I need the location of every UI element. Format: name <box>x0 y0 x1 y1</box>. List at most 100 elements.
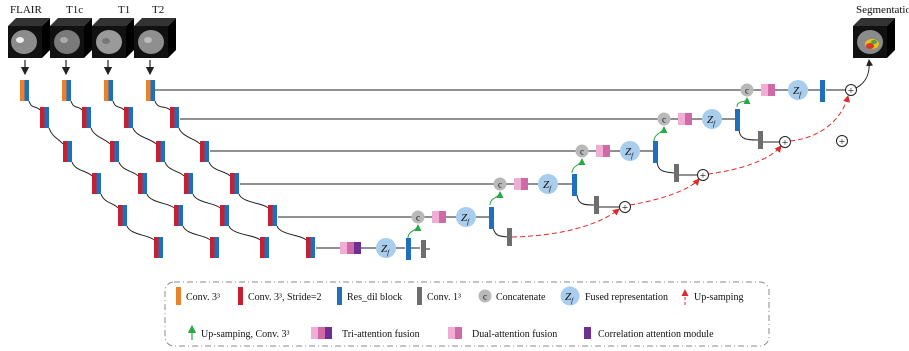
conv-block-level1-col0 <box>40 107 49 128</box>
legend-swatch-dual-1 <box>455 327 462 339</box>
add-node-4 <box>845 84 857 96</box>
side-path-2 <box>656 161 675 174</box>
res-dil-decoder-3 <box>735 109 740 131</box>
legend-label-res-dil: Res_dil block <box>347 292 402 303</box>
fused-rep-bottom-label: Zf <box>381 243 390 257</box>
legend-label-upconv: Up-samping, Conv. 3³ <box>201 329 289 340</box>
legend-concat-glyph: c <box>483 292 487 302</box>
legend-swatch-dual-0 <box>448 327 455 339</box>
dual-attention-fusion-3 <box>678 113 692 125</box>
dual-attention-fusion-0 <box>432 211 446 223</box>
downsample-arrow-l4-c1 <box>146 193 175 209</box>
add-node-4-label: + <box>848 85 854 97</box>
conv-block-level4-col0 <box>118 205 127 226</box>
upconv-arrow-2 <box>571 158 586 174</box>
legend-label-corr: Correlation attention module <box>598 329 714 340</box>
add-node-1 <box>697 169 709 181</box>
legend-swatch-tri-0 <box>311 327 318 339</box>
upsample-dashed-2 <box>707 145 782 175</box>
output-segmentation-cube <box>853 18 895 58</box>
upsample-dashed-1 <box>629 178 700 206</box>
side-path-0 <box>492 226 508 238</box>
conv1-side-2 <box>674 164 679 182</box>
dual-attention-fusion-1 <box>514 178 528 190</box>
conv-block-level5-col3 <box>306 237 315 258</box>
conv-block-level4-col1 <box>174 205 183 226</box>
concatenate-node-2-label: c <box>580 147 584 157</box>
res-dil-decoder-1 <box>572 174 577 196</box>
conv-block-level2-col2 <box>156 141 165 162</box>
res-dil-decoder-0 <box>489 207 494 229</box>
legend-swatch-tri-1 <box>318 327 325 339</box>
upsample-dashed-0 <box>511 208 620 238</box>
downsample-arrow-l5-c0 <box>126 225 155 241</box>
fused-rep-0 <box>456 207 476 227</box>
modality-label-flair: FLAIR <box>10 4 42 16</box>
modality-label-t1c: T1c <box>66 4 83 16</box>
tri-attention-fusion-bottom <box>340 242 361 254</box>
conv-block-level4-col2 <box>220 205 229 226</box>
legend-swatch-conv-stride <box>238 287 243 305</box>
res-dil-decoder-4 <box>820 80 825 102</box>
conv-block-level5-col0 <box>154 237 163 258</box>
fused-rep-bottom <box>376 238 396 258</box>
upconv-arrow-1 <box>489 191 504 206</box>
conv-block-level2-col0 <box>63 141 72 162</box>
upconv-arrow-3 <box>653 126 668 142</box>
legend-swatch-tri-2 <box>325 327 332 339</box>
downsample-arrow-l1-c0 <box>28 100 41 111</box>
segmentation-label: Segmentation <box>856 4 909 16</box>
dual-attention-fusion-2 <box>596 145 610 157</box>
downsample-arrow-l4-c3 <box>238 193 269 209</box>
legend-label-upsample: Up-samping <box>694 292 743 303</box>
legend: Conv. 3³ Conv. 3³, Stride=2 Res_dil block C… <box>176 286 743 340</box>
concatenate-node-3 <box>657 112 671 126</box>
conv-block-level1-col2 <box>124 107 133 128</box>
concatenate-node-4 <box>740 83 754 97</box>
concatenate-node-2 <box>575 144 589 158</box>
res-dil-decoder-2 <box>653 141 658 163</box>
conv-block-level3-col0 <box>92 173 101 194</box>
legend-swatch-res-dil <box>337 287 342 305</box>
conv-block-level5-col1 <box>210 237 219 258</box>
upconv-arrow-0 <box>407 224 422 239</box>
fused-rep-1-label: Zf <box>543 179 552 193</box>
conv-block-level0-col1 <box>62 80 71 101</box>
legend-swatch-corr <box>584 327 591 339</box>
downsample-arrow-l3-c3 <box>208 161 231 177</box>
conv-block-level5-col2 <box>260 237 269 258</box>
input-cube-t1 <box>92 18 134 58</box>
legend-label-tri: Tri-attention fusion <box>342 329 420 340</box>
conv-block-level3-col3 <box>230 173 239 194</box>
concatenate-node-0-label: c <box>416 213 420 223</box>
conv-block-level3-col2 <box>184 173 193 194</box>
legend-label-conv: Conv. 3³ <box>186 292 220 303</box>
legend-swatch-conv <box>176 287 181 305</box>
concatenate-node-4-label: c <box>745 86 749 96</box>
legend-label-fused: Fused representation <box>585 292 668 303</box>
add-node-2-label: + <box>782 137 788 149</box>
add-node-0-label: + <box>622 202 628 214</box>
legend-label-conv-stride: Conv. 3³, Stride=2 <box>248 292 322 303</box>
downsample-arrow-l2-c0 <box>48 127 64 145</box>
conv-block-level2-col1 <box>110 141 119 162</box>
fused-rep-1 <box>538 174 558 194</box>
conv1-side-3 <box>758 131 763 149</box>
downsample-arrow-l2-c1 <box>90 127 111 145</box>
input-cube-t1c <box>50 18 92 58</box>
downsample-arrow-l3-c1 <box>118 161 139 177</box>
legend-label-concat: Concatenate <box>496 292 546 303</box>
legend-swatch-fused <box>560 286 580 306</box>
fused-rep-4 <box>788 80 808 100</box>
conv-block-level0-col0 <box>20 80 29 101</box>
downsample-arrow-l5-c3 <box>276 225 307 241</box>
add-node-3-label: + <box>839 136 845 148</box>
concatenate-node-1-label: c <box>498 180 502 190</box>
legend-box <box>164 281 770 347</box>
downsample-arrow-l3-c0 <box>71 161 93 177</box>
add-node-2 <box>779 136 791 148</box>
fused-rep-4-label: Zf <box>793 85 802 99</box>
downsample-arrow-l4-c2 <box>192 193 221 209</box>
